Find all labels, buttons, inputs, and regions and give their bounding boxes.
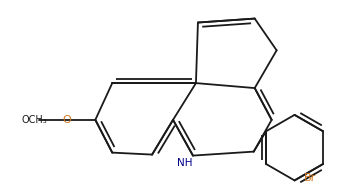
Text: O: O (62, 115, 71, 125)
Text: NH: NH (177, 158, 193, 168)
Text: OCH₃: OCH₃ (22, 115, 47, 125)
Text: Br: Br (303, 173, 316, 183)
